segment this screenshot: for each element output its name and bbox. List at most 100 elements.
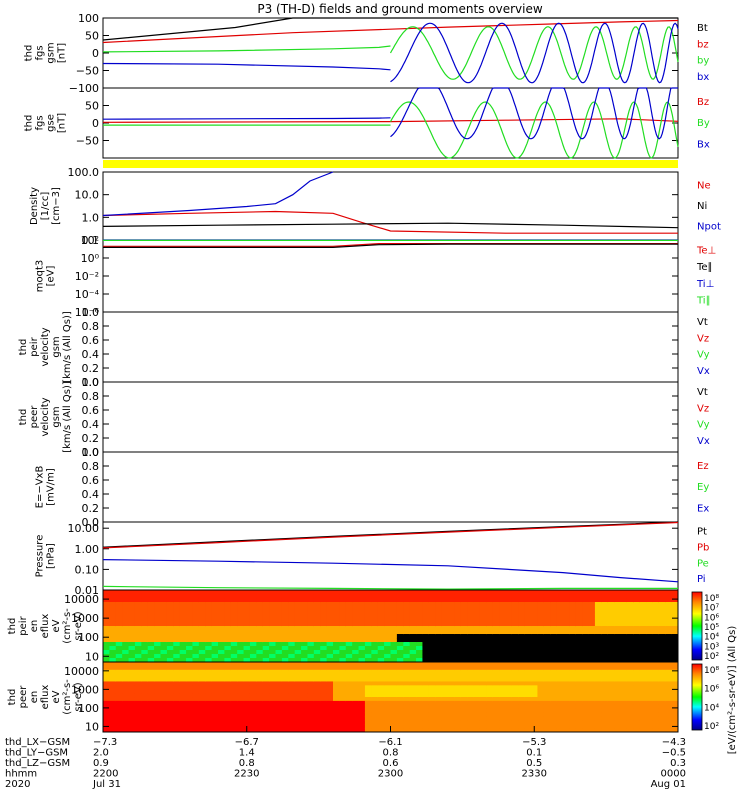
heatmap-cell — [256, 650, 264, 655]
heatmap-cell — [467, 646, 475, 651]
heatmap-cell — [313, 662, 321, 667]
heatmap-cell — [460, 610, 468, 615]
heatmap-cell — [416, 614, 423, 619]
heatmap-cell — [607, 708, 615, 714]
heatmap-cell — [639, 602, 647, 607]
heatmap-cell — [448, 712, 455, 717]
heatmap-cell — [537, 610, 545, 615]
heatmap-cell — [109, 610, 117, 615]
heatmap-cell — [377, 638, 385, 643]
heatmap-cell — [230, 677, 238, 682]
heatmap-cell — [524, 630, 532, 635]
heatmap-cell — [563, 685, 570, 690]
heatmap-cell — [646, 724, 653, 729]
heatmap-cell — [301, 642, 308, 647]
heatmap-cell — [288, 614, 296, 619]
heatmap-cell — [269, 693, 276, 698]
heatmap-cell — [103, 634, 110, 639]
heatmap-cell — [582, 606, 590, 611]
heatmap-cell — [569, 720, 577, 725]
heatmap-cell — [518, 720, 526, 725]
heatmap-cell — [671, 646, 679, 651]
heatmap-cell — [269, 630, 276, 635]
heatmap-cell — [511, 638, 519, 643]
heatmap-cell — [601, 716, 609, 721]
heatmap-cell — [569, 614, 577, 619]
heatmap-cell — [256, 654, 264, 659]
heatmap-cell — [345, 685, 353, 690]
heatmap-cell — [326, 590, 334, 595]
heatmap-cell — [173, 650, 181, 655]
heatmap-cell — [294, 634, 302, 639]
heatmap-cell — [575, 728, 583, 733]
heatmap-cell — [428, 689, 436, 694]
heatmap-cell — [550, 630, 558, 635]
heatmap-cell — [186, 658, 193, 663]
heatmap-cell — [499, 610, 506, 615]
heatmap-cell — [211, 697, 219, 702]
heatmap-cell — [633, 594, 641, 599]
heatmap-cell — [243, 598, 251, 603]
heatmap-cell — [256, 700, 264, 706]
heatmap-cell — [575, 650, 583, 655]
heatmap-cell — [256, 665, 264, 671]
heatmap-cell — [492, 712, 500, 717]
heatmap-cell — [479, 681, 487, 686]
heatmap-cell — [403, 673, 411, 679]
heatmap-cell — [454, 590, 462, 595]
heatmap-cell — [122, 662, 130, 667]
heatmap-cell — [122, 622, 130, 627]
heatmap-cell — [371, 630, 379, 635]
heatmap-cell — [179, 602, 187, 607]
heatmap-cell — [524, 712, 532, 717]
heatmap-cell — [492, 677, 500, 682]
heatmap-cell — [301, 685, 308, 690]
heatmap-cell — [269, 665, 276, 671]
heatmap-cell — [122, 618, 130, 623]
heatmap-cell — [115, 677, 123, 682]
heatmap-cell — [556, 720, 564, 725]
heatmap-cell — [620, 716, 628, 721]
heatmap-cell — [109, 700, 117, 706]
heatmap-cell — [665, 673, 673, 679]
heatmap-cell — [186, 646, 193, 651]
heatmap-cell — [511, 685, 519, 690]
heatmap-cell — [230, 665, 238, 671]
heatmap-cell — [211, 606, 219, 611]
heatmap-cell — [154, 708, 161, 714]
heatmap-cell — [128, 626, 136, 631]
heatmap-cell — [518, 669, 526, 675]
heatmap-cell — [352, 650, 360, 655]
heatmap-cell — [658, 614, 666, 619]
heatmap-cell — [358, 697, 366, 702]
heatmap-cell — [620, 610, 628, 615]
heatmap-cell — [390, 708, 398, 714]
heatmap-cell — [288, 728, 296, 733]
heatmap-cell — [575, 693, 583, 698]
heatmap-cell — [103, 704, 110, 710]
heatmap-cell — [173, 662, 181, 667]
heatmap-cell — [333, 681, 340, 686]
heatmap-cell — [179, 685, 187, 690]
heatmap-cell — [563, 658, 570, 663]
heatmap-cell — [550, 650, 558, 655]
heatmap-cell — [358, 689, 366, 694]
heatmap-cell — [326, 673, 334, 679]
heatmap-cell — [154, 716, 161, 721]
heatmap-cell — [141, 614, 149, 619]
heatmap-cell — [179, 693, 187, 698]
heatmap-cell — [173, 622, 181, 627]
heatmap-cell — [345, 728, 353, 733]
heatmap-cell — [422, 642, 430, 647]
heatmap-cell — [173, 693, 181, 698]
heatmap-cell — [614, 700, 621, 706]
heatmap-cell — [633, 700, 641, 706]
heatmap-cell — [301, 712, 308, 717]
heatmap-cell — [249, 610, 257, 615]
heatmap-cell — [281, 646, 289, 651]
heatmap-cell — [301, 728, 308, 733]
heatmap-cell — [339, 708, 347, 714]
x-row-label: 2020 — [5, 779, 30, 790]
heatmap-cell — [614, 590, 621, 595]
heatmap-cell — [594, 618, 602, 623]
